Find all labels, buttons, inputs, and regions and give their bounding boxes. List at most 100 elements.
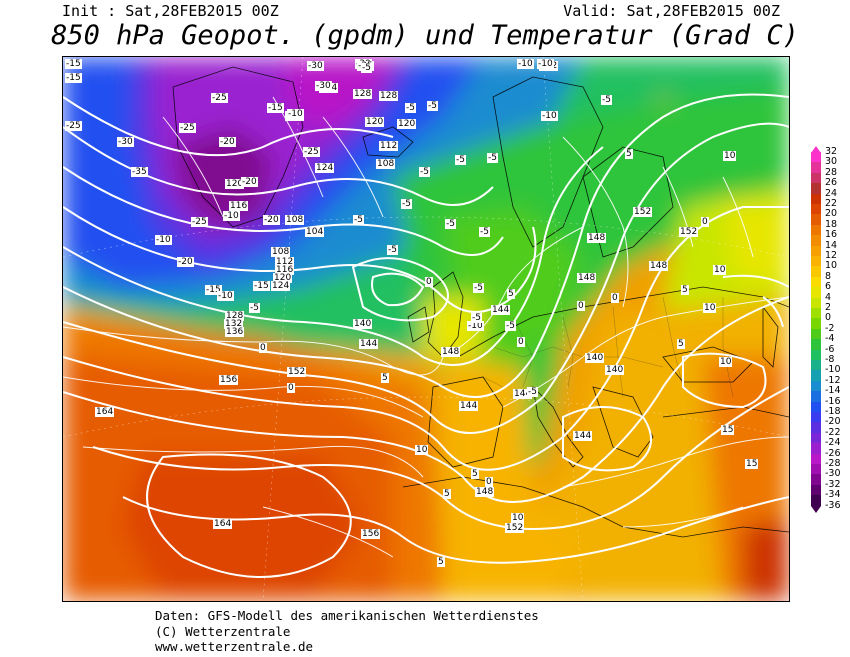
temperature-label: -25 xyxy=(211,93,228,103)
weather-map[interactable]: 1161201241281201281201121081241201161081… xyxy=(62,56,790,602)
temperature-label: -5 xyxy=(361,63,372,73)
legend-level-label: 24 xyxy=(825,187,838,199)
legend-swatch xyxy=(811,422,821,434)
init-time: Init : Sat,28FEB2015 00Z xyxy=(62,2,279,20)
legend-swatch xyxy=(811,297,821,309)
legend-swatch xyxy=(811,266,821,278)
temperature-label: -5 xyxy=(479,227,490,237)
footer-data-source: Daten: GFS-Modell des amerikanischen Wet… xyxy=(155,608,539,623)
temperature-label: 15 xyxy=(745,459,759,469)
temperature-label: -15 xyxy=(267,103,284,113)
legend-level-label: -4 xyxy=(825,333,835,345)
temperature-label: -10 xyxy=(287,109,304,119)
legend-swatch xyxy=(811,235,821,247)
temperature-label: 5 xyxy=(437,557,445,567)
legend-level-label: 6 xyxy=(825,281,832,293)
legend-swatch xyxy=(811,391,821,403)
geopotential-label: 140 xyxy=(605,365,625,375)
legend-swatch xyxy=(811,245,821,257)
geopotential-label: 108 xyxy=(285,215,305,225)
temperature-label: 5 xyxy=(681,285,689,295)
legend-level-label: -32 xyxy=(825,478,841,490)
geopotential-label: 108 xyxy=(271,247,291,257)
geopotential-label: 124 xyxy=(315,163,335,173)
legend-swatch xyxy=(811,318,821,330)
legend-level-label: -24 xyxy=(825,437,841,449)
temperature-label: -20 xyxy=(241,177,258,187)
temperature-label: -20 xyxy=(263,215,280,225)
legend-level-label: 16 xyxy=(825,229,838,241)
legend-level-label: -36 xyxy=(825,499,841,511)
legend-level-label: 30 xyxy=(825,156,838,168)
geopotential-label: 152 xyxy=(679,227,699,237)
legend-level-label: -34 xyxy=(825,489,841,501)
geopotential-label: 144 xyxy=(359,339,379,349)
temperature-label: 0 xyxy=(259,343,267,353)
temperature-label: -5 xyxy=(405,103,416,113)
temperature-label: 10 xyxy=(703,303,717,313)
geopotential-label: 132 xyxy=(224,319,244,329)
legend-level-label: 4 xyxy=(825,291,832,303)
legend-swatch xyxy=(811,204,821,215)
temperature-label: -35 xyxy=(131,167,148,177)
geopotential-label: 112 xyxy=(275,257,295,267)
legend-swatch xyxy=(811,214,821,226)
legend-swatch xyxy=(811,464,821,475)
geopotential-label: 164 xyxy=(95,407,115,417)
geopotential-label: 148 xyxy=(649,261,669,271)
temperature-label: -20 xyxy=(219,137,236,147)
temperature-label: -10 xyxy=(517,59,534,69)
footer-copyright: (C) Wetterzentrale xyxy=(155,623,291,639)
geopotential-label: 120 xyxy=(273,273,293,283)
legend-level-label: -8 xyxy=(825,354,835,365)
temperature-label: 10 xyxy=(713,265,727,275)
temperature-label: 5 xyxy=(677,339,685,349)
temperature-label: 5 xyxy=(471,469,479,479)
legend-level-label: 14 xyxy=(825,239,838,251)
legend-level-label: 28 xyxy=(825,166,838,178)
legend-swatch xyxy=(811,328,821,340)
legend-level-label: 8 xyxy=(825,270,832,282)
borders xyxy=(482,296,734,398)
geopotential-label: 136 xyxy=(225,327,245,337)
legend-level-label: -10 xyxy=(825,364,841,376)
geopotential-label: 128 xyxy=(379,91,399,101)
legend-swatch xyxy=(811,484,821,496)
temperature-label: 0 xyxy=(485,477,493,487)
temperature-label: -5 xyxy=(487,153,498,163)
temperature-label: 5 xyxy=(443,489,451,499)
footer-url[interactable]: www.wetterzentrale.de xyxy=(155,639,314,654)
temperature-label: -5 xyxy=(473,283,484,293)
legend-level-label: -22 xyxy=(825,426,841,438)
geopotential-label: 148 xyxy=(587,233,607,243)
temperature-label: -25 xyxy=(179,123,196,133)
temperature-label: -10 xyxy=(467,321,484,331)
map-canvas xyxy=(63,57,789,601)
geopotential-label: 144 xyxy=(513,389,533,399)
geopotential-label: 152 xyxy=(505,523,525,533)
temperature-label: 0 xyxy=(517,337,525,347)
geopotential-label: 144 xyxy=(459,401,479,411)
geopotential-label: 120 xyxy=(365,117,385,127)
legend-swatch xyxy=(811,401,821,413)
temperature-isotherms xyxy=(63,96,789,558)
legend-level-label: 26 xyxy=(825,177,838,189)
geopotential-label: 112 xyxy=(379,141,399,151)
temperature-label: 10 xyxy=(415,445,429,455)
temperature-label: -30 xyxy=(117,137,134,147)
map-title: 850 hPa Geopot. (gpdm) und Temperatur (G… xyxy=(51,20,799,51)
temperature-label: -5 xyxy=(505,321,516,331)
legend-swatch xyxy=(811,349,821,361)
geopotential-label: 156 xyxy=(361,529,381,539)
legend-swatch xyxy=(811,360,821,371)
geopotential-label: 116 xyxy=(275,265,295,275)
legend-swatch xyxy=(811,453,821,465)
temperature-label: -30 xyxy=(307,61,324,71)
geopotential-label: 108 xyxy=(376,159,396,169)
geopotential-label: 116 xyxy=(229,201,249,211)
legend-swatch xyxy=(811,224,821,236)
legend-level-label: 20 xyxy=(825,208,838,220)
legend-swatch xyxy=(811,443,821,455)
temperature-label: -10 xyxy=(541,111,558,121)
temperature-label: -15 xyxy=(65,73,82,83)
